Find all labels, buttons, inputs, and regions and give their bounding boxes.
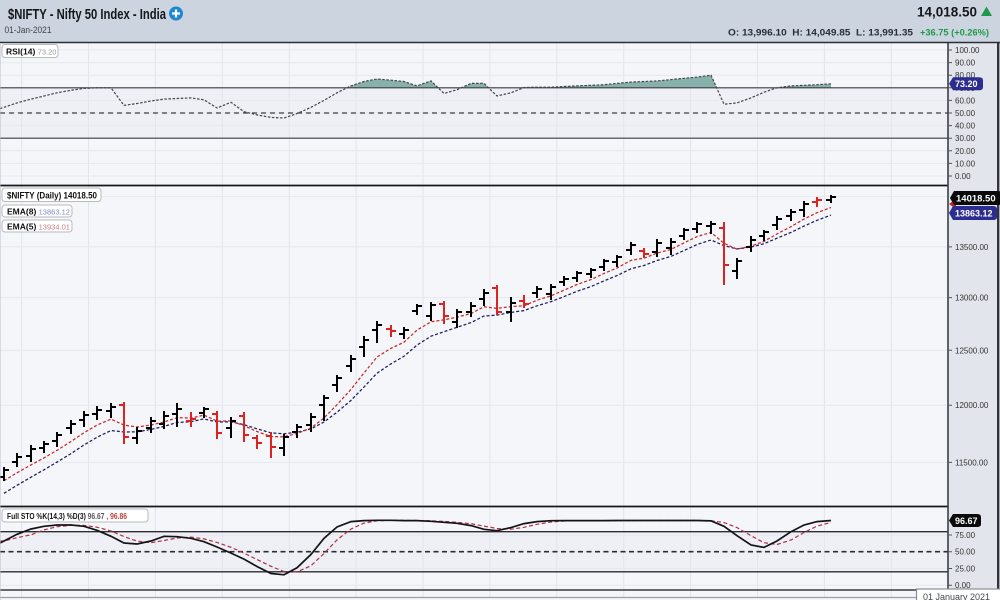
- svg-text:12500.00: 12500.00: [955, 346, 989, 355]
- svg-text:0.00: 0.00: [955, 581, 971, 590]
- svg-text:30.00: 30.00: [955, 134, 976, 143]
- svg-text:O: 13,996.10 H: 14,049.85 L:: O: 13,996.10 H: 14,049.85 L: 13,991.35: [728, 28, 914, 39]
- svg-text:+36.75 (+0.26%): +36.75 (+0.26%): [920, 28, 989, 39]
- svg-text:13863.12: 13863.12: [955, 208, 993, 218]
- svg-text:EMA(5) 13934.01: EMA(5) 13934.01: [7, 221, 70, 231]
- svg-text:75.00: 75.00: [955, 531, 976, 540]
- svg-text:73.20: 73.20: [955, 79, 978, 89]
- svg-text:$NIFTY (Daily) 14018.50: $NIFTY (Daily) 14018.50: [7, 190, 97, 200]
- svg-text:100.00: 100.00: [955, 46, 980, 55]
- svg-text:20.00: 20.00: [955, 147, 976, 156]
- svg-text:13500.00: 13500.00: [955, 243, 989, 252]
- svg-text:$NIFTY - Nifty 50 Index - Indi: $NIFTY - Nifty 50 Index - India: [8, 6, 166, 23]
- svg-text:25.00: 25.00: [955, 565, 976, 574]
- svg-text:13000.00: 13000.00: [955, 294, 989, 303]
- svg-text:14018.50: 14018.50: [956, 193, 996, 204]
- svg-text:40.00: 40.00: [955, 122, 976, 131]
- svg-text:11500.00: 11500.00: [955, 458, 988, 467]
- svg-text:0.00: 0.00: [955, 172, 971, 181]
- svg-text:50.00: 50.00: [955, 548, 976, 557]
- svg-text:01 January 2021: 01 January 2021: [923, 592, 990, 600]
- svg-text:RSI(14) 73.20: RSI(14) 73.20: [6, 47, 56, 57]
- svg-text:60.00: 60.00: [955, 96, 976, 105]
- svg-text:14,018.50: 14,018.50: [917, 5, 977, 20]
- svg-text:80.00: 80.00: [955, 71, 976, 80]
- svg-text:10.00: 10.00: [955, 159, 976, 168]
- svg-text:50.00: 50.00: [955, 109, 976, 118]
- svg-text:Full STO %K(14,3) %D(3) 96.67: Full STO %K(14,3) %D(3) 96.67 , 96.86: [7, 511, 127, 521]
- svg-text:01-Jan-2021: 01-Jan-2021: [5, 25, 52, 35]
- svg-text:96.67: 96.67: [955, 516, 978, 526]
- svg-text:90.00: 90.00: [955, 59, 976, 68]
- svg-text:EMA(8) 13863.12: EMA(8) 13863.12: [7, 206, 70, 216]
- svg-text:12000.00: 12000.00: [955, 401, 989, 410]
